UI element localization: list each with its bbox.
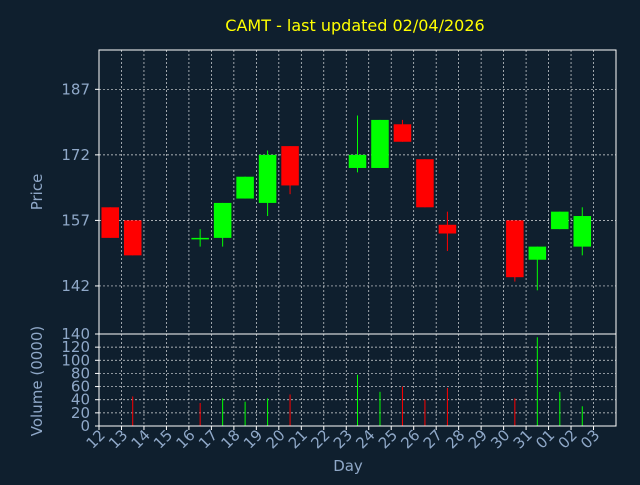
price-panel-frame xyxy=(98,49,617,335)
candle-body xyxy=(438,224,457,234)
volume-axis-label: Volume (0000) xyxy=(28,326,46,436)
text-layer: CAMT - last updated 02/04/2026 Price Vol… xyxy=(28,16,485,475)
candles-group xyxy=(101,115,592,291)
price-tick-label: 187 xyxy=(61,80,90,98)
price-tick-label: 172 xyxy=(61,146,90,164)
candle-body xyxy=(123,220,142,256)
candle-body xyxy=(281,146,299,186)
candle-body xyxy=(551,211,569,230)
volume-tick-label: 40 xyxy=(71,391,90,409)
candle-body xyxy=(528,246,547,260)
candle-body xyxy=(258,154,277,203)
price-tick-label: 157 xyxy=(61,211,90,229)
chart-title: CAMT - last updated 02/04/2026 xyxy=(225,16,484,35)
volume-tick-label: 80 xyxy=(71,364,90,382)
candle-body xyxy=(101,207,120,238)
candle-body xyxy=(506,220,524,278)
grid-layer xyxy=(95,50,616,427)
marks-layer xyxy=(101,115,592,426)
candle-body xyxy=(213,202,232,238)
frame-layer xyxy=(98,49,617,427)
candle-body xyxy=(236,176,254,199)
candle-body xyxy=(191,237,209,240)
volume-tick-label: 0 xyxy=(80,417,90,435)
candle-body xyxy=(371,119,389,168)
price-axis-label: Price xyxy=(28,174,46,211)
candle-body xyxy=(573,216,592,247)
candle-body xyxy=(416,159,434,208)
volume-tick-label: 120 xyxy=(61,338,90,356)
volume-panel-frame xyxy=(98,333,617,427)
volume-tick-label: 140 xyxy=(61,325,90,343)
volume-tick-label: 100 xyxy=(61,351,90,369)
day-tick-label: 03 xyxy=(577,426,603,452)
candle-body xyxy=(348,154,367,168)
volume-tick-label: 20 xyxy=(71,404,90,422)
volume-tick-label: 60 xyxy=(71,378,90,396)
x-axis-label: Day xyxy=(333,457,363,475)
candle-body xyxy=(393,124,412,142)
price-tick-label: 142 xyxy=(61,277,90,295)
